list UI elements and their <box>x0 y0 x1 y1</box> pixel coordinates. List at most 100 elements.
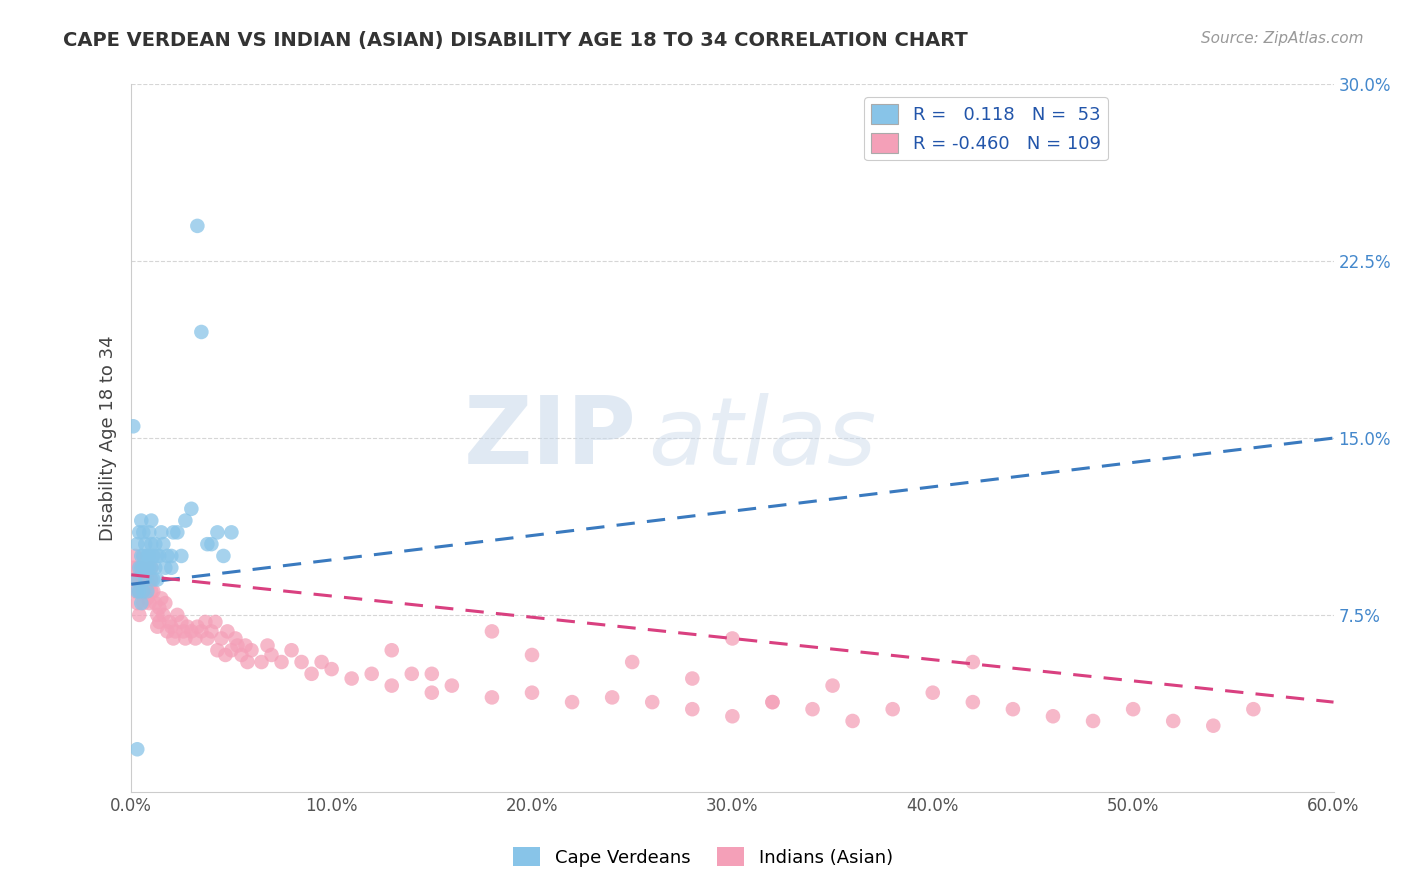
Point <box>136 560 159 574</box>
Point <box>561 695 583 709</box>
Point <box>240 643 263 657</box>
Point <box>821 679 844 693</box>
Point <box>321 662 343 676</box>
Point <box>801 702 824 716</box>
Point <box>162 632 184 646</box>
Point <box>235 639 257 653</box>
Point <box>141 537 163 551</box>
Point <box>1241 702 1264 716</box>
Point <box>160 560 183 574</box>
Point <box>721 709 744 723</box>
Point <box>138 596 160 610</box>
Point <box>761 695 783 709</box>
Point <box>138 560 160 574</box>
Point <box>180 624 202 639</box>
Point <box>481 690 503 705</box>
Point <box>146 573 169 587</box>
Point <box>142 573 165 587</box>
Point <box>520 648 543 662</box>
Point <box>156 549 179 563</box>
Point <box>681 702 703 716</box>
Point <box>143 537 166 551</box>
Point <box>381 679 404 693</box>
Point <box>160 620 183 634</box>
Point <box>174 514 197 528</box>
Point <box>138 549 160 563</box>
Point <box>138 577 160 591</box>
Point <box>141 560 163 574</box>
Point <box>290 655 312 669</box>
Point <box>122 419 145 434</box>
Point <box>176 620 198 634</box>
Point <box>882 702 904 716</box>
Point <box>226 639 249 653</box>
Point <box>1001 702 1024 716</box>
Point <box>204 615 226 629</box>
Point <box>138 525 160 540</box>
Y-axis label: Disability Age 18 to 34: Disability Age 18 to 34 <box>100 335 117 541</box>
Point <box>150 591 173 606</box>
Point <box>128 525 150 540</box>
Point <box>148 615 170 629</box>
Point <box>841 714 863 728</box>
Point <box>962 655 984 669</box>
Point <box>207 643 229 657</box>
Point <box>1122 702 1144 716</box>
Point <box>170 549 193 563</box>
Point <box>141 573 163 587</box>
Point <box>146 620 169 634</box>
Point <box>184 632 207 646</box>
Point <box>124 573 146 587</box>
Point <box>127 596 149 610</box>
Point <box>129 560 152 574</box>
Point <box>197 632 219 646</box>
Point <box>127 742 149 756</box>
Point <box>134 560 156 574</box>
Point <box>124 584 146 599</box>
Point <box>132 584 155 599</box>
Point <box>132 549 155 563</box>
Point <box>127 537 149 551</box>
Point <box>129 584 152 599</box>
Point <box>520 686 543 700</box>
Point <box>134 537 156 551</box>
Point <box>209 632 232 646</box>
Point <box>207 525 229 540</box>
Point <box>401 666 423 681</box>
Point <box>200 624 222 639</box>
Point <box>156 624 179 639</box>
Point <box>172 624 194 639</box>
Legend: R =   0.118   N =  53, R = -0.460   N = 109: R = 0.118 N = 53, R = -0.460 N = 109 <box>865 97 1108 161</box>
Point <box>128 573 150 587</box>
Point <box>128 584 150 599</box>
Point <box>129 514 152 528</box>
Point <box>166 607 188 622</box>
Point <box>186 219 208 233</box>
Point <box>194 615 217 629</box>
Point <box>166 525 188 540</box>
Point <box>136 577 159 591</box>
Point <box>155 560 177 574</box>
Point <box>141 584 163 599</box>
Point <box>136 567 159 582</box>
Point <box>260 648 283 662</box>
Text: ZIP: ZIP <box>464 392 636 484</box>
Point <box>360 666 382 681</box>
Point <box>127 573 149 587</box>
Point <box>214 648 236 662</box>
Point <box>129 560 152 574</box>
Point <box>721 632 744 646</box>
Point <box>340 672 363 686</box>
Point <box>141 514 163 528</box>
Point <box>921 686 943 700</box>
Point <box>143 596 166 610</box>
Point <box>190 325 212 339</box>
Point <box>221 525 243 540</box>
Point <box>162 525 184 540</box>
Point <box>1161 714 1184 728</box>
Point <box>180 501 202 516</box>
Point <box>1042 709 1064 723</box>
Point <box>127 584 149 599</box>
Point <box>301 666 323 681</box>
Point <box>136 584 159 599</box>
